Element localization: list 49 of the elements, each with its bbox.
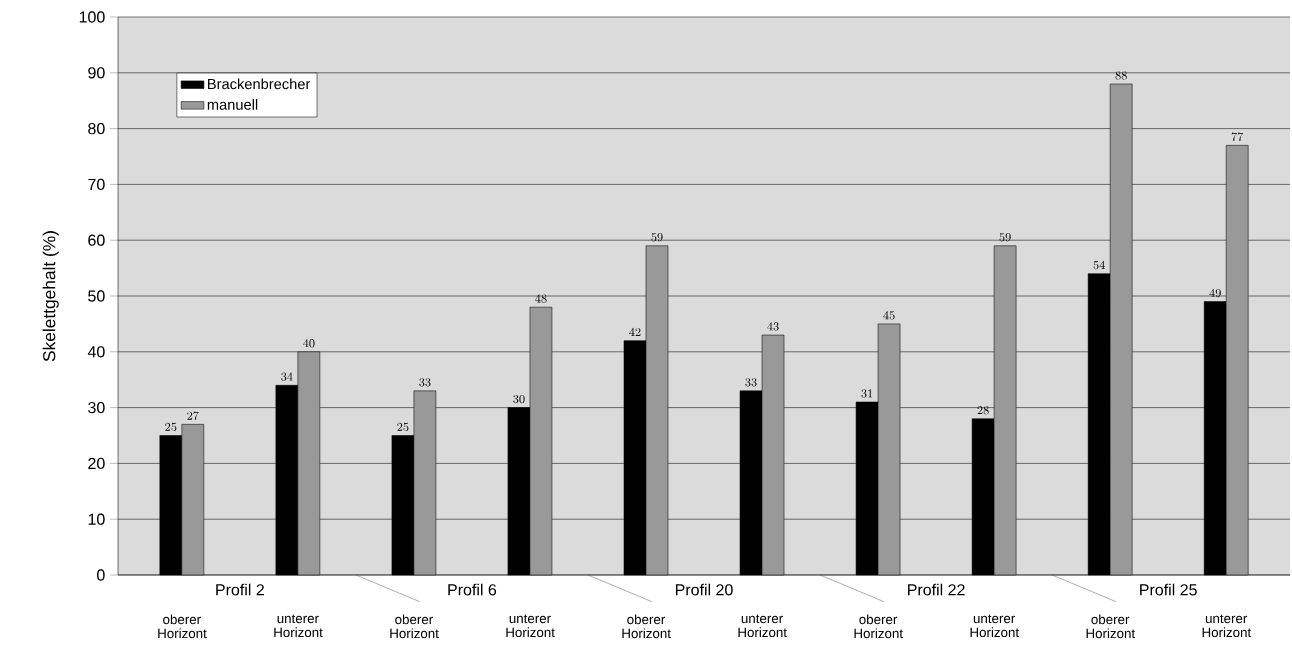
data-label: 49 — [1209, 288, 1221, 298]
text: Profil 20 — [675, 583, 733, 596]
y-axis-title: Skelettgehalt (%) — [42, 231, 59, 362]
y-tick-label: 50 — [88, 290, 105, 302]
y-tick-label: 80 — [88, 122, 105, 135]
data-label: 30 — [513, 394, 525, 404]
legend-label: Brackenbrecher — [208, 78, 311, 90]
x-tick-label: unterer Horizont — [970, 614, 1019, 638]
data-label: 40 — [303, 338, 315, 348]
text: Profil 22 — [908, 583, 965, 596]
text: Profil 6 — [448, 583, 497, 596]
text: Profil 25 — [1140, 583, 1197, 596]
text: Profil 2 — [216, 583, 264, 596]
data-label: 25 — [397, 422, 409, 432]
data-label: 45 — [883, 311, 895, 320]
data-label: 59 — [651, 233, 663, 242]
legend-label: manuell — [207, 99, 258, 110]
data-label: 48 — [535, 294, 547, 303]
x-tick-label: unterer Horizont — [738, 614, 787, 638]
x-tick-label: unterer Horizont — [506, 614, 555, 638]
x-tick-label: oberer Horizont — [622, 614, 671, 639]
data-label: 33 — [419, 378, 431, 387]
data-label: 77 — [1231, 132, 1244, 141]
data-label: 27 — [187, 411, 199, 420]
x-tick-label: oberer Horizont — [390, 614, 439, 639]
x-tick-label: oberer Horizont — [1086, 614, 1136, 639]
data-label: 34 — [281, 372, 293, 381]
data-label: 54 — [1093, 260, 1105, 270]
x-tick-label: unterer Horizont — [1202, 614, 1252, 638]
y-tick-label: 10 — [88, 513, 105, 525]
x-tick-label: unterer Horizont — [274, 614, 323, 638]
y-tick-label: 30 — [88, 401, 105, 414]
y-tick-label: 70 — [88, 178, 105, 191]
data-label: 31 — [861, 389, 873, 398]
data-label: 43 — [767, 322, 779, 331]
x-tick-label: oberer Horizont — [158, 614, 207, 639]
data-label: 28 — [977, 406, 989, 415]
y-tick-label: 90 — [88, 67, 105, 79]
x-tick-label: oberer Horizont — [854, 614, 903, 639]
data-label: 42 — [629, 327, 641, 336]
y-tick-label: 40 — [87, 346, 105, 358]
y-tick-label: 100 — [79, 11, 105, 23]
data-label: 33 — [745, 378, 757, 387]
y-tick-label: 0 — [97, 569, 105, 581]
y-tick-label: 20 — [88, 457, 105, 470]
data-label: 25 — [165, 422, 177, 432]
data-label: 88 — [1115, 71, 1127, 80]
data-label: 59 — [999, 233, 1011, 242]
y-tick-label: 60 — [88, 234, 105, 246]
